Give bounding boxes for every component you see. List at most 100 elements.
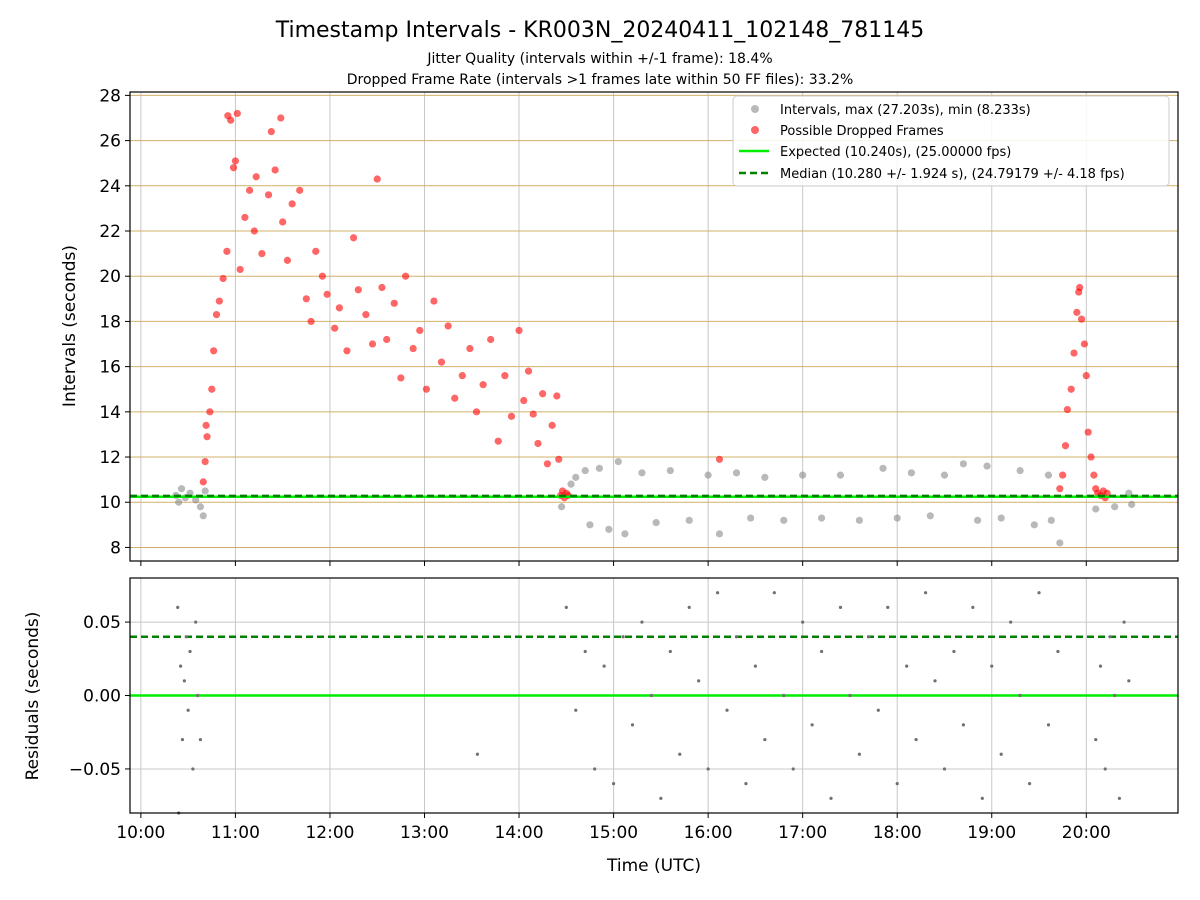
dropped-frame-point (397, 374, 405, 382)
dropped-frame-point (1067, 385, 1075, 393)
bottom-x-tick-label: 15:00 (589, 823, 638, 843)
top-y-tick-label: 18 (99, 312, 121, 332)
dropped-frame-point (529, 410, 537, 418)
interval-point (605, 525, 613, 533)
dropped-frame-point (507, 412, 516, 420)
dropped-frame-point (422, 385, 430, 393)
residual-point (195, 693, 200, 698)
residual-point (942, 767, 947, 771)
residual-point (715, 591, 720, 595)
dropped-frame-point (267, 127, 275, 136)
dropped-frame-point (271, 166, 279, 174)
bottom-x-tick-label: 19:00 (967, 823, 1016, 843)
dropped-frame-point (264, 191, 273, 199)
interval-point (836, 471, 845, 479)
residual-point (952, 649, 956, 654)
residual-point (819, 649, 824, 654)
residual-point (1127, 679, 1131, 683)
dropped-frame-point (401, 272, 410, 280)
residual-point (1108, 635, 1112, 639)
dropped-frame-point (215, 297, 223, 305)
dropped-frame-point (1103, 489, 1111, 497)
dropped-frame-point (219, 274, 227, 283)
dropped-frame-point (1059, 471, 1067, 479)
bottom-x-tick-label: 13:00 (400, 823, 449, 843)
residual-point (848, 693, 852, 698)
dropped-frame-point (487, 335, 495, 344)
interval-point (799, 471, 807, 479)
dropped-frame-point (279, 218, 287, 226)
interval-point (196, 503, 205, 511)
interval-point (1030, 521, 1038, 529)
dropped-frame-point (212, 311, 221, 319)
residual-point (829, 796, 833, 800)
dropped-frame-point (501, 372, 509, 380)
interval-point (704, 471, 712, 479)
chart-subtitle-jitter: Jitter Quality (intervals within +/-1 fr… (426, 51, 772, 67)
chart-subtitle-dropped: Dropped Frame Rate (intervals >1 frames … (347, 72, 854, 88)
residual-point (1113, 693, 1117, 698)
residual-point (574, 708, 578, 712)
interval-point (940, 471, 949, 479)
interval-point (907, 469, 915, 477)
bottom-x-tick-label: 17:00 (778, 823, 827, 843)
interval-point (747, 514, 755, 522)
top-y-tick-label: 14 (99, 403, 121, 423)
residual-point (198, 737, 203, 742)
residual-point (678, 752, 682, 756)
dropped-frame-point (202, 421, 210, 429)
dropped-frame-point (466, 344, 474, 353)
residuals-panel: 10:00 11:00 12:00 13:00 14:00 15:00 16:00 17:00… (69, 577, 1179, 843)
interval-point (572, 473, 580, 481)
bottom-x-tick-label: 10:00 (116, 823, 165, 843)
dropped-frame-point (335, 304, 344, 312)
residual-point (782, 693, 786, 698)
interval-point (1016, 466, 1024, 475)
dropped-frame-point (302, 295, 310, 303)
residual-point (687, 605, 691, 609)
interval-point (201, 487, 209, 495)
dropped-frame-point (362, 311, 370, 319)
dropped-frame-point (548, 421, 556, 429)
legend-marker-dropped (751, 126, 759, 134)
dropped-frame-point (245, 186, 254, 194)
legend-label-expected: Expected (10.240s), (25.00000 fps) (780, 145, 1011, 160)
residual-point (895, 782, 899, 786)
dropped-frame-point (343, 347, 351, 355)
dropped-frame-point (331, 324, 339, 332)
top-y-tick-label: 28 (99, 86, 121, 106)
top-y-tick-label: 22 (99, 222, 121, 242)
top-y-tick-label: 10 (99, 493, 121, 513)
bottom-x-tick-label: 20:00 (1062, 823, 1111, 843)
dropped-frame-point (250, 227, 258, 235)
dropped-frame-point (1090, 471, 1098, 479)
dropped-frame-point (318, 272, 326, 280)
residual-point (180, 737, 185, 742)
interval-point (780, 516, 788, 524)
residual-point (1037, 591, 1041, 595)
residual-point (1046, 723, 1051, 727)
residual-point (886, 605, 890, 609)
residual-point (1122, 620, 1126, 624)
bottom-x-tick-label: 16:00 (684, 823, 733, 843)
interval-point (879, 464, 887, 472)
residual-point (475, 752, 480, 756)
residual-point (801, 620, 805, 624)
dropped-frame-point (288, 200, 296, 208)
dropped-frame-point (258, 250, 266, 258)
interval-point (177, 485, 186, 493)
bottom-x-tick-label: 14:00 (495, 823, 544, 843)
dropped-frame-point (229, 164, 238, 172)
dropped-frame-point (227, 116, 235, 124)
dropped-frame-point (199, 478, 207, 486)
dropped-frame-point (201, 457, 209, 466)
legend: Intervals, max (27.203s), min (8.233s) P… (732, 95, 1170, 187)
top-y-tick-label: 16 (99, 358, 121, 378)
interval-point (1111, 503, 1119, 511)
dropped-frame-point (543, 460, 552, 468)
dropped-frame-point (539, 390, 547, 398)
interval-point (997, 514, 1005, 522)
dropped-frame-point (236, 265, 244, 274)
interval-point (638, 469, 646, 477)
